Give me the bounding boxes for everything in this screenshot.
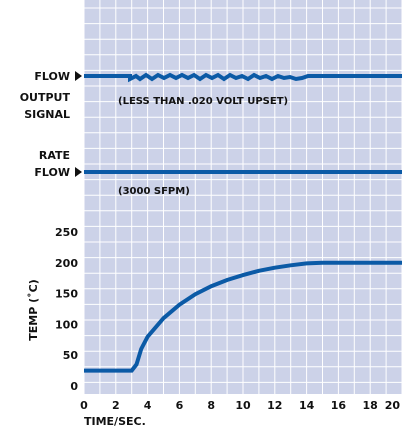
flow-note: (LESS THAN .020 VOLT UPSET) bbox=[118, 96, 288, 107]
rate-flow-label-line2: FLOW bbox=[34, 166, 70, 179]
rate-flow-marker-arrow bbox=[75, 167, 82, 177]
y-tick-labels: 0 50 100 150 200 250 bbox=[55, 226, 78, 393]
grid bbox=[83, 0, 403, 394]
x-tick-label: 6 bbox=[176, 399, 184, 412]
y-tick-label: 0 bbox=[70, 380, 78, 393]
x-tick-label: 12 bbox=[267, 399, 282, 412]
x-tick-label: 14 bbox=[299, 399, 315, 412]
y-axis-label: TEMP (˚C) bbox=[27, 279, 40, 340]
y-tick-label: 150 bbox=[55, 288, 78, 301]
x-axis-label: TIME/SEC. bbox=[84, 415, 146, 428]
flow-marker-arrow bbox=[75, 71, 82, 81]
rate-note: (3000 SFPM) bbox=[118, 186, 190, 197]
x-tick-label: 0 bbox=[80, 399, 88, 412]
flow-output-trace bbox=[84, 72, 402, 83]
x-tick-labels: 0 2 4 6 8 10 12 14 16 18 20 bbox=[80, 399, 400, 412]
x-tick-label: 2 bbox=[112, 399, 120, 412]
y-tick-label: 50 bbox=[63, 349, 79, 362]
rate-flow-label-line1: RATE bbox=[39, 149, 70, 162]
x-tick-label: 10 bbox=[235, 399, 251, 412]
flow-output-label-line3: SIGNAL bbox=[24, 108, 70, 121]
y-tick-label: 200 bbox=[55, 257, 78, 270]
x-tick-label: 4 bbox=[144, 399, 152, 412]
y-tick-label: 100 bbox=[55, 318, 78, 331]
x-tick-label: 16 bbox=[331, 399, 347, 412]
x-tick-label: 8 bbox=[207, 399, 215, 412]
flow-output-label-line1: FLOW bbox=[34, 70, 70, 83]
flow-output-label-line2: OUTPUT bbox=[20, 91, 71, 104]
x-tick-label: 18 bbox=[363, 399, 378, 412]
x-tick-label: 20 bbox=[385, 399, 401, 412]
y-tick-label: 250 bbox=[55, 226, 78, 239]
temperature-series-line bbox=[84, 260, 402, 373]
